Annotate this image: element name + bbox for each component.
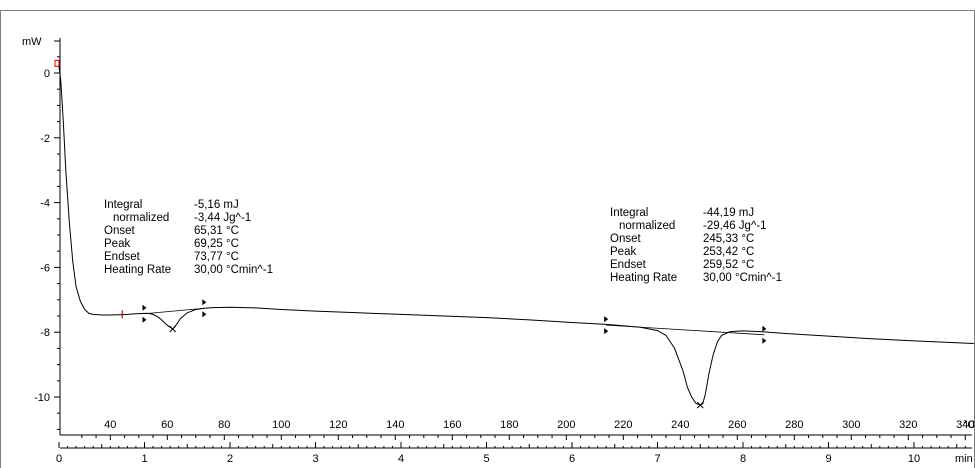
temp-tick-label: 140: [386, 419, 404, 431]
temp-tick-label: 300: [842, 419, 860, 431]
annotation-label: Heating Rate: [104, 264, 171, 276]
temp-tick-label: 340: [956, 419, 974, 431]
annotation-label: Onset: [610, 233, 641, 245]
time-tick-label: 6: [569, 453, 575, 465]
annotation-value: 259,52 °C: [703, 259, 754, 271]
annotation-value: 65,31 °C: [194, 225, 239, 237]
y-tick-label: -10: [34, 392, 50, 404]
y-tick-label: 0: [44, 68, 50, 80]
temp-tick-label: 320: [899, 419, 917, 431]
annotation-label: Peak: [104, 238, 130, 250]
annotation-value: 245,33 °C: [703, 233, 754, 245]
start-marker: [54, 59, 60, 67]
time-tick-label: 4: [398, 453, 404, 465]
integration-baseline: [606, 324, 765, 336]
temp-tick-label: 280: [785, 419, 803, 431]
limit-marker-lower: [604, 328, 609, 335]
temp-tick-label: 100: [272, 419, 290, 431]
y-tick-label: -6: [40, 262, 50, 274]
annotation-value: -44,19 mJ: [703, 207, 754, 219]
temp-tick-label: 200: [557, 419, 575, 431]
y-tick-label: -4: [40, 198, 50, 210]
temp-tick-label: 160: [443, 419, 461, 431]
y-tick-label: -2: [40, 133, 50, 145]
limit-marker-lower: [762, 337, 767, 344]
y-tick-label: -8: [40, 327, 50, 339]
limit-marker-upper: [202, 299, 207, 306]
limit-marker-upper: [762, 325, 767, 332]
peak-marker: [169, 325, 177, 333]
time-tick-label: 7: [654, 453, 660, 465]
annotation-value: -29,46 Jg^-1: [703, 220, 767, 232]
annotation-label: normalized: [113, 212, 169, 224]
temp-tick-label: 60: [161, 419, 173, 431]
annotation-label: Integral: [610, 207, 648, 219]
limit-marker-upper: [604, 316, 609, 323]
temp-tick-label: 180: [500, 419, 518, 431]
annotation-value: 73,77 °C: [194, 251, 239, 263]
annotation-value: 30,00 °Cmin^-1: [194, 264, 273, 276]
chart-frame: [0, 10, 975, 468]
annotation-value: -5,16 mJ: [194, 199, 239, 211]
time-tick-label: 2: [227, 453, 233, 465]
annotation-label: Endset: [104, 251, 141, 263]
temp-tick-label: 80: [218, 419, 230, 431]
time-tick-label: 8: [740, 453, 746, 465]
temp-tick-label: 260: [728, 419, 746, 431]
annotation-label: Heating Rate: [610, 272, 677, 284]
annotation-label: Peak: [610, 246, 636, 258]
temp-axis-unit: °C: [963, 419, 975, 431]
time-tick-label: 3: [312, 453, 318, 465]
annotation-label: Onset: [104, 225, 135, 237]
y-axis-unit: mW: [22, 36, 42, 48]
temp-tick-label: 220: [614, 419, 632, 431]
time-tick-label: 5: [483, 453, 489, 465]
integration-baseline: [144, 307, 205, 315]
annotation-value: -3,44 Jg^-1: [194, 212, 251, 224]
annotation-value: 30,00 °Cmin^-1: [703, 272, 782, 284]
limit-marker-lower: [202, 311, 207, 318]
time-tick-label: 1: [141, 453, 147, 465]
time-tick-label: 9: [825, 453, 831, 465]
annotation-label: Integral: [104, 199, 142, 211]
temp-tick-label: 240: [671, 419, 689, 431]
annotation-label: normalized: [619, 220, 675, 232]
annotation-label: Endset: [610, 259, 647, 271]
temp-tick-label: 40: [104, 419, 116, 431]
time-tick-label: 10: [908, 453, 920, 465]
time-tick-label: 0: [56, 453, 62, 465]
limit-marker-upper: [142, 304, 147, 311]
peak-marker: [696, 401, 704, 409]
annotation-value: 253,42 °C: [703, 246, 754, 258]
annotation-value: 69,25 °C: [194, 238, 239, 250]
limit-marker-lower: [142, 316, 147, 323]
time-axis-unit: min: [955, 453, 973, 465]
dsc-curve: [58, 66, 974, 406]
temp-tick-label: 120: [329, 419, 347, 431]
